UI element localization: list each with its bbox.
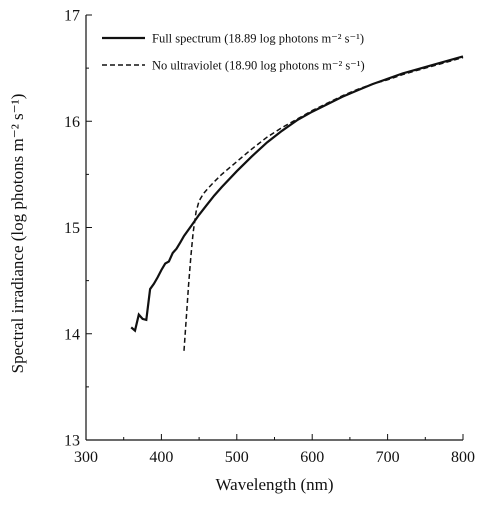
x-axis-ticks: 300 400 500 600 700 800 <box>74 434 475 466</box>
y-axis-ticks: 13 14 15 16 17 <box>64 8 92 450</box>
x-tick-label: 700 <box>376 449 400 466</box>
x-axis-title: Wavelength (nm) <box>215 475 333 494</box>
y-tick-label: 14 <box>64 326 80 343</box>
y-tick-label: 15 <box>64 220 80 237</box>
legend-label: Full spectrum (18.89 log photons m⁻² s⁻¹… <box>152 32 364 46</box>
x-tick-label: 600 <box>300 449 324 466</box>
x-tick-label: 800 <box>451 449 475 466</box>
series-layer <box>130 55 464 351</box>
x-tick-label: 500 <box>225 449 249 466</box>
y-axis-title: Spectral irradiance (log photons m⁻² s⁻¹… <box>8 94 27 374</box>
series-line-full-spectrum <box>130 55 464 333</box>
legend: Full spectrum (18.89 log photons m⁻² s⁻¹… <box>102 32 365 73</box>
series-line-no-ultraviolet <box>183 56 464 351</box>
plot-frame <box>85 15 463 441</box>
legend-label: No ultraviolet (18.90 log photons m⁻² s⁻… <box>152 59 365 73</box>
y-tick-label: 16 <box>64 114 80 131</box>
x-tick-label: 300 <box>74 449 98 466</box>
y-tick-label: 13 <box>64 433 80 450</box>
y-tick-label: 17 <box>64 8 80 25</box>
x-tick-label: 400 <box>149 449 173 466</box>
